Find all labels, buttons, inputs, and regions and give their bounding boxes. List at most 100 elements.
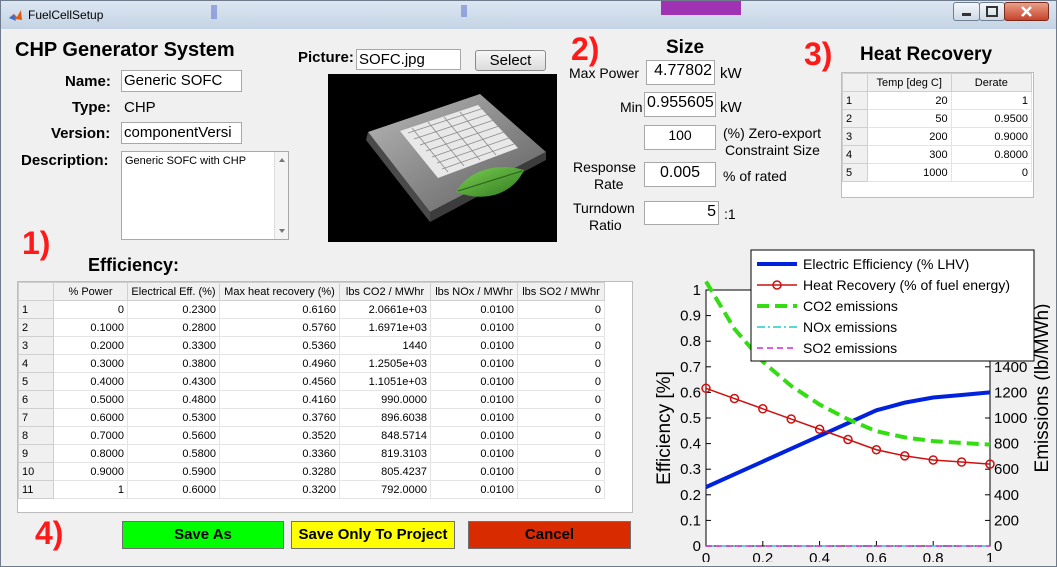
cell-derate[interactable]: 0.9500 (950, 109, 1033, 128)
cell-co2[interactable]: 2.0661e+03 (339, 300, 431, 319)
table-row[interactable]: 1 20 1 (842, 91, 1033, 110)
cell-electrical-eff[interactable]: 0.4300 (127, 372, 220, 391)
table-row[interactable]: 10 0.9000 0.5900 0.3280 805.4237 0.0100 0 (18, 462, 605, 481)
save-to-project-button[interactable]: Save Only To Project (291, 521, 455, 549)
cell-co2[interactable]: 990.0000 (339, 390, 431, 409)
cell-nox[interactable]: 0.0100 (430, 372, 518, 391)
description-textarea[interactable]: Generic SOFC with CHP (121, 151, 289, 240)
cell-electrical-eff[interactable]: 0.3800 (127, 354, 220, 373)
cell-nox[interactable]: 0.0100 (430, 318, 518, 337)
cell-nox[interactable]: 0.0100 (430, 300, 518, 319)
name-input[interactable]: Generic SOFC (121, 70, 242, 92)
table-row[interactable]: 2 50 0.9500 (842, 109, 1033, 128)
efficiency-table[interactable]: % Power Electrical Eff. (%) Max heat rec… (17, 281, 633, 513)
cell-electrical-eff[interactable]: 0.3300 (127, 336, 220, 355)
cell-so2[interactable]: 0 (517, 336, 605, 355)
table-row[interactable]: 4 0.3000 0.3800 0.4960 1.2505e+03 0.0100 0 (18, 354, 605, 373)
cell-temp[interactable]: 1000 (866, 163, 952, 182)
close-button[interactable] (1004, 2, 1049, 21)
select-picture-button[interactable]: Select (475, 50, 546, 71)
table-row[interactable]: 11 1 0.6000 0.3200 792.0000 0.0100 0 (18, 480, 605, 499)
cell-nox[interactable]: 0.0100 (430, 444, 518, 463)
cell-electrical-eff[interactable]: 0.5900 (127, 462, 220, 481)
cell-heat-recovery[interactable]: 0.6160 (219, 300, 340, 319)
min-power-input[interactable]: 0.955605 (644, 92, 716, 117)
cell-power[interactable]: 0.5000 (53, 390, 128, 409)
picture-filename-input[interactable]: SOFC.jpg (356, 49, 461, 70)
cell-co2[interactable]: 819.3103 (339, 444, 431, 463)
cell-heat-recovery[interactable]: 0.5360 (219, 336, 340, 355)
table-row[interactable]: 5 1000 0 (842, 163, 1033, 182)
save-as-button[interactable]: Save As (122, 521, 284, 549)
table-row[interactable]: 3 0.2000 0.3300 0.5360 1440 0.0100 0 (18, 336, 605, 355)
cell-electrical-eff[interactable]: 0.4800 (127, 390, 220, 409)
cell-co2[interactable]: 805.4237 (339, 462, 431, 481)
cell-heat-recovery[interactable]: 0.3200 (219, 480, 340, 499)
cell-so2[interactable]: 0 (517, 480, 605, 499)
cell-heat-recovery[interactable]: 0.3280 (219, 462, 340, 481)
cell-power[interactable]: 0.4000 (53, 372, 128, 391)
cell-heat-recovery[interactable]: 0.4160 (219, 390, 340, 409)
cell-power[interactable]: 0.6000 (53, 408, 128, 427)
cell-temp[interactable]: 300 (866, 145, 952, 164)
cell-nox[interactable]: 0.0100 (430, 336, 518, 355)
cell-electrical-eff[interactable]: 0.2800 (127, 318, 220, 337)
cell-power[interactable]: 0.3000 (53, 354, 128, 373)
table-row[interactable]: 9 0.8000 0.5800 0.3360 819.3103 0.0100 0 (18, 444, 605, 463)
cell-co2[interactable]: 1.6971e+03 (339, 318, 431, 337)
version-input[interactable]: componentVersi (121, 122, 242, 144)
cell-power[interactable]: 1 (53, 480, 128, 499)
cell-derate[interactable]: 1 (950, 91, 1033, 110)
table-row[interactable]: 8 0.7000 0.5600 0.3520 848.5714 0.0100 0 (18, 426, 605, 445)
table-row[interactable]: 4 300 0.8000 (842, 145, 1033, 164)
cell-electrical-eff[interactable]: 0.5600 (127, 426, 220, 445)
cell-heat-recovery[interactable]: 0.3760 (219, 408, 340, 427)
cell-co2[interactable]: 896.6038 (339, 408, 431, 427)
max-power-input[interactable]: 4.77802 (646, 60, 715, 85)
cell-power[interactable]: 0 (53, 300, 128, 319)
table-row[interactable]: 1 0 0.2300 0.6160 2.0661e+03 0.0100 0 (18, 300, 605, 319)
cell-heat-recovery[interactable]: 0.3360 (219, 444, 340, 463)
cell-co2[interactable]: 792.0000 (339, 480, 431, 499)
cell-power[interactable]: 0.9000 (53, 462, 128, 481)
cell-nox[interactable]: 0.0100 (430, 462, 518, 481)
cell-temp[interactable]: 50 (866, 109, 952, 128)
table-row[interactable]: 2 0.1000 0.2800 0.5760 1.6971e+03 0.0100 0 (18, 318, 605, 337)
cell-co2[interactable]: 1.2505e+03 (339, 354, 431, 373)
cell-temp[interactable]: 20 (866, 91, 952, 110)
cell-electrical-eff[interactable]: 0.5300 (127, 408, 220, 427)
cell-electrical-eff[interactable]: 0.5800 (127, 444, 220, 463)
cell-co2[interactable]: 1.1051e+03 (339, 372, 431, 391)
cell-heat-recovery[interactable]: 0.4560 (219, 372, 340, 391)
table-row[interactable]: 3 200 0.9000 (842, 127, 1033, 146)
turndown-ratio-input[interactable]: 5 (644, 201, 719, 225)
table-row[interactable]: 6 0.5000 0.4800 0.4160 990.0000 0.0100 0 (18, 390, 605, 409)
cell-power[interactable]: 0.1000 (53, 318, 128, 337)
cell-nox[interactable]: 0.0100 (430, 480, 518, 499)
cell-co2[interactable]: 1440 (339, 336, 431, 355)
minimize-button[interactable] (953, 2, 980, 21)
cell-derate[interactable]: 0.8000 (950, 145, 1033, 164)
cell-so2[interactable]: 0 (517, 444, 605, 463)
cancel-button[interactable]: Cancel (468, 521, 631, 549)
cell-so2[interactable]: 0 (517, 300, 605, 319)
cell-so2[interactable]: 0 (517, 390, 605, 409)
table-row[interactable]: 5 0.4000 0.4300 0.4560 1.1051e+03 0.0100 0 (18, 372, 605, 391)
table-row[interactable]: 7 0.6000 0.5300 0.3760 896.6038 0.0100 0 (18, 408, 605, 427)
cell-so2[interactable]: 0 (517, 426, 605, 445)
cell-derate[interactable]: 0 (950, 163, 1033, 182)
cell-heat-recovery[interactable]: 0.5760 (219, 318, 340, 337)
description-scrollbar[interactable] (274, 152, 288, 239)
response-rate-input[interactable]: 0.005 (644, 162, 716, 187)
cell-electrical-eff[interactable]: 0.2300 (127, 300, 220, 319)
cell-power[interactable]: 0.8000 (53, 444, 128, 463)
cell-derate[interactable]: 0.9000 (950, 127, 1033, 146)
heat-recovery-table[interactable]: Temp [deg C] Derate 1 20 1 2 50 0.9500 3 200 0.9… (841, 72, 1034, 198)
cell-so2[interactable]: 0 (517, 318, 605, 337)
cell-heat-recovery[interactable]: 0.3520 (219, 426, 340, 445)
cell-nox[interactable]: 0.0100 (430, 390, 518, 409)
maximize-button[interactable] (979, 2, 1005, 21)
cell-electrical-eff[interactable]: 0.6000 (127, 480, 220, 499)
cell-power[interactable]: 0.2000 (53, 336, 128, 355)
cell-nox[interactable]: 0.0100 (430, 408, 518, 427)
